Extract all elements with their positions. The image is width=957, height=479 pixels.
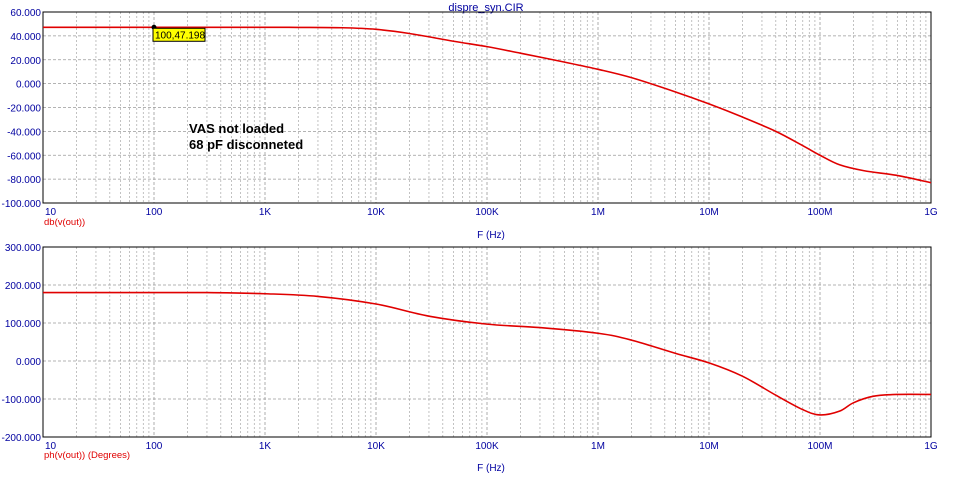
x-tick-label: 100 xyxy=(146,207,163,218)
trace-label: db(v(out)) xyxy=(44,217,85,228)
x-tick-label: 10K xyxy=(367,207,385,218)
y-tick-label: -100.000 xyxy=(2,395,42,406)
x-tick-label: 100M xyxy=(807,207,832,218)
x-tick-label: 10 xyxy=(45,441,57,452)
x-tick-label: 1K xyxy=(259,207,272,218)
y-tick-label: -80.000 xyxy=(7,175,41,186)
y-tick-label: 100.000 xyxy=(5,319,42,330)
y-tick-label: 60.000 xyxy=(10,8,41,19)
y-tick-label: 0.000 xyxy=(16,80,41,91)
x-tick-label: 100 xyxy=(146,441,163,452)
plot-frame xyxy=(42,11,932,204)
y-tick-label: -20.000 xyxy=(7,104,41,115)
y-tick-label: 300.000 xyxy=(5,243,42,254)
x-tick-label: 100K xyxy=(475,441,499,452)
y-tick-label: -200.000 xyxy=(2,433,42,444)
x-tick-label: 1K xyxy=(259,441,272,452)
y-tick-label: 40.000 xyxy=(10,32,41,43)
series-line xyxy=(43,26,932,184)
window-title: dispre_syn.CIR xyxy=(448,2,523,14)
trace-label: ph(v(out)) (Degrees) xyxy=(44,450,130,461)
x-tick-label: 1M xyxy=(591,207,605,218)
plot-frame xyxy=(42,246,932,438)
annotation-line-1: VAS not loaded xyxy=(189,121,284,136)
y-tick-label: -60.000 xyxy=(7,151,41,162)
x-tick-label: 10 xyxy=(45,207,57,218)
y-tick-label: 200.000 xyxy=(5,281,42,292)
y-tick-label: 0.000 xyxy=(16,357,41,368)
magnitude-plot: 60.000 40.000 20.000 0.000 -20.000 -40.000 -60… xyxy=(2,8,938,241)
x-tick-label: 10K xyxy=(367,441,385,452)
y-tick-label: -40.000 xyxy=(7,127,41,138)
x-tick-label: 10M xyxy=(699,441,718,452)
x-tick-label: 1G xyxy=(924,207,938,218)
annotation-line-2: 68 pF disconneted xyxy=(189,137,303,152)
phase-plot: 300.000 200.000 100.000 0.000 -100.000 -200.0… xyxy=(2,243,938,474)
y-tick-label: 20.000 xyxy=(10,56,41,67)
cursor-readout-box xyxy=(152,27,206,42)
x-axis-label: F (Hz) xyxy=(477,230,505,241)
x-tick-label: 100M xyxy=(807,441,832,452)
x-tick-label: 1M xyxy=(591,441,605,452)
x-tick-label: 100K xyxy=(475,207,499,218)
x-tick-label: 1G xyxy=(924,441,938,452)
cursor-readout: 100,47.198 xyxy=(155,30,205,41)
y-tick-label: -100.000 xyxy=(2,199,42,210)
series-line xyxy=(42,291,932,416)
x-axis-label: F (Hz) xyxy=(477,463,505,474)
x-tick-label: 10M xyxy=(699,207,718,218)
